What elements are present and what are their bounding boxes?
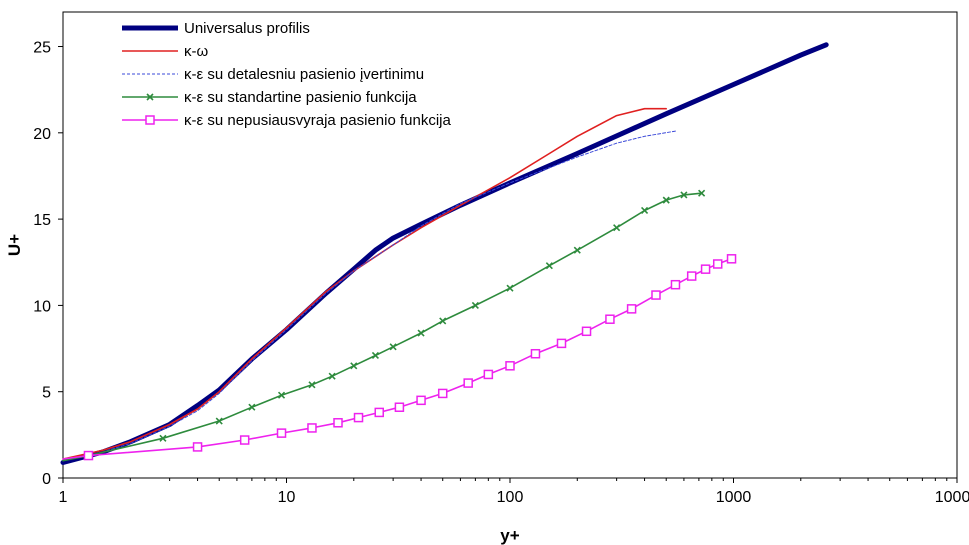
legend-item: κ-ε su detalesniu pasienio įvertinimu <box>122 66 424 83</box>
data-point <box>277 391 286 399</box>
y-tick-label: 0 <box>42 471 51 488</box>
data-point <box>573 246 581 254</box>
data-point <box>640 206 649 215</box>
data-point <box>394 402 405 412</box>
series-3 <box>62 189 706 462</box>
series-line <box>62 130 676 462</box>
data-point <box>545 262 553 270</box>
y-tick-label: 25 <box>33 40 51 57</box>
y-axis-title: U+ <box>5 234 24 256</box>
series-layer <box>60 42 829 465</box>
legend-label: κ-ε su standartine pasienio funkcija <box>184 89 417 106</box>
data-point <box>463 378 473 388</box>
data-point <box>276 428 287 438</box>
data-point <box>371 351 380 360</box>
data-point <box>439 317 447 325</box>
data-point <box>471 301 479 309</box>
data-point <box>530 348 541 359</box>
data-point <box>680 191 688 199</box>
legend-item: κ-ε su nepusiausvyraja pasienio funkcija <box>122 112 451 129</box>
data-point <box>626 304 637 314</box>
data-point <box>483 369 494 380</box>
data-point <box>417 329 425 337</box>
series-2 <box>62 130 676 462</box>
data-point <box>581 326 592 337</box>
data-point <box>389 343 397 351</box>
data-point <box>350 362 358 370</box>
data-point <box>248 403 256 411</box>
data-point <box>215 417 223 425</box>
legend-label: κ-ε su nepusiausvyraja pasienio funkcija <box>184 112 451 129</box>
series-line <box>62 192 703 462</box>
data-point <box>437 388 448 399</box>
data-point <box>159 434 167 442</box>
data-point <box>662 196 670 204</box>
data-point <box>333 418 343 428</box>
y-tick-label: 10 <box>33 298 51 315</box>
y-tick-label: 15 <box>33 212 51 229</box>
data-point <box>506 284 514 292</box>
legend-label: κ-ω <box>184 43 208 60</box>
x-tick-label: 1 <box>59 489 68 506</box>
legend-marker <box>145 115 155 125</box>
data-point <box>651 290 661 300</box>
data-point <box>307 423 317 433</box>
series-line <box>62 107 668 460</box>
x-tick-label: 1000 <box>716 489 752 506</box>
data-point <box>726 254 737 264</box>
legend: Universalus profilis κ-ω κ-ε su detalesniu… <box>122 20 451 129</box>
x-tick-label: 100 <box>497 489 524 506</box>
data-point <box>686 271 697 281</box>
data-point <box>239 435 250 445</box>
data-point <box>308 381 316 389</box>
data-point <box>712 259 723 269</box>
data-point <box>328 372 336 380</box>
legend-marker <box>146 93 154 101</box>
data-point <box>700 264 711 274</box>
x-tick-label: 10 <box>278 489 296 506</box>
legend-label: κ-ε su detalesniu pasienio įvertinimu <box>184 66 424 83</box>
data-point <box>353 412 364 423</box>
data-point <box>505 361 515 371</box>
data-point <box>670 279 681 290</box>
series-4 <box>62 254 737 461</box>
y-tick-label: 5 <box>42 385 51 402</box>
data-point <box>374 407 384 418</box>
legend-item: Universalus profilis <box>122 20 310 37</box>
y-tick-label: 20 <box>33 126 51 143</box>
data-point <box>192 442 203 452</box>
series-1 <box>62 107 668 460</box>
plot-area <box>62 11 958 479</box>
data-point <box>83 450 94 461</box>
legend-label: Universalus profilis <box>184 20 310 37</box>
legend-item: κ-ε su standartine pasienio funkcija <box>122 89 417 106</box>
data-point <box>605 314 615 324</box>
y-axis: 0 5 10 15 20 25 <box>33 40 63 488</box>
x-axis-title: y+ <box>500 526 519 545</box>
data-point <box>416 395 426 406</box>
data-point <box>698 189 706 197</box>
data-point <box>613 224 621 232</box>
legend-item: κ-ω <box>122 43 208 60</box>
data-point <box>556 338 567 349</box>
